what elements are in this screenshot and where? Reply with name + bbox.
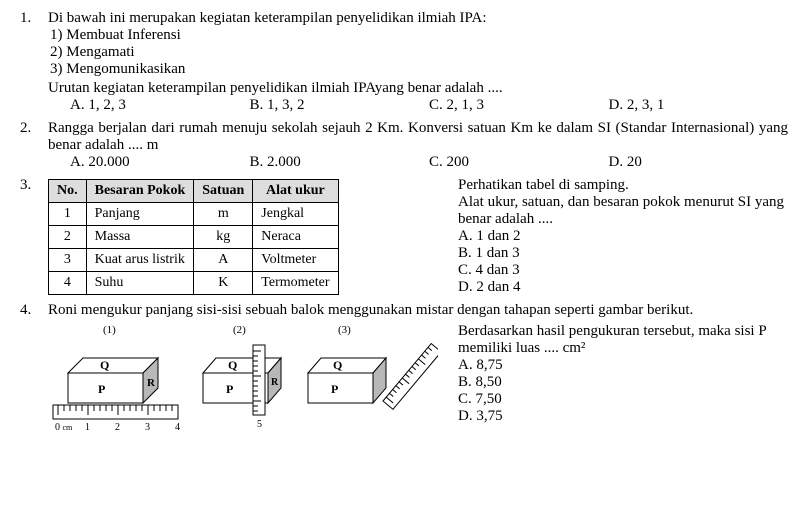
cell: Panjang [86,203,194,226]
option-b: B. 2.000 [250,154,430,171]
cell: 1 [49,203,87,226]
p-label: P [226,382,233,396]
header-alat: Alat ukur [253,180,338,203]
table-row: 1 Panjang m Jengkal [49,203,339,226]
table-header-row: No. Besaran Pokok Satuan Alat ukur [49,180,339,203]
option-b: B. 1, 3, 2 [250,97,430,114]
question-body: Rangga berjalan dari rumah menuju sekola… [48,120,788,171]
header-satuan: Satuan [194,180,253,203]
figures: (1) Q P R [48,323,438,433]
option-c: C. 4 dan 3 [458,262,788,279]
right-text: Berdasarkan hasil pengukuran tersebut, m… [438,323,788,433]
table-row: 3 Kuat arus listrik A Voltmeter [49,249,339,272]
option-a: A. 20.000 [70,154,250,171]
q-label: Q [100,358,109,372]
question-body: Roni mengukur panjang sisi-sisi sebuah b… [48,302,788,433]
balok-figure: (1) Q P R [48,323,438,433]
table-row: 4 Suhu K Termometer [49,272,339,295]
cell: Suhu [86,272,194,295]
cell: kg [194,226,253,249]
question-1: 1. Di bawah ini merupakan kegiatan keter… [20,10,788,114]
right-text: Perhatikan tabel di samping. Alat ukur, … [438,177,788,296]
ruler-2: 2 [115,422,120,433]
option-b: B. 8,50 [458,374,788,391]
fig2-label: (2) [233,324,246,336]
cell: Neraca [253,226,338,249]
fig3-label: (3) [338,324,351,336]
option-a: A. 8,75 [458,357,788,374]
question-4: 4. Roni mengukur panjang sisi-sisi sebua… [20,302,788,433]
option-b: B. 1 dan 3 [458,245,788,262]
option-c: C. 7,50 [458,391,788,408]
data-table: No. Besaran Pokok Satuan Alat ukur 1 Pan… [48,179,339,295]
table-row: 2 Massa kg Neraca [49,226,339,249]
option-d: D. 2 dan 4 [458,279,788,296]
cell: 2 [49,226,87,249]
option-d: D. 20 [609,154,789,171]
question-body: Di bawah ini merupakan kegiatan keteramp… [48,10,788,114]
q4-content: (1) Q P R [48,323,788,433]
fig1-label: (1) [103,324,116,336]
cell: A [194,249,253,272]
option-d: D. 3,75 [458,408,788,425]
item-1: 1) Membuat Inferensi [50,27,788,44]
line1: Perhatikan tabel di samping. [458,177,788,194]
question-body: No. Besaran Pokok Satuan Alat ukur 1 Pan… [48,177,788,296]
stem: Roni mengukur panjang sisi-sisi sebuah b… [48,302,788,319]
cell: Massa [86,226,194,249]
stem: Di bawah ini merupakan kegiatan keteramp… [48,10,788,27]
header-no: No. [49,180,87,203]
option-a: A. 1, 2, 3 [70,97,250,114]
cell: Voltmeter [253,249,338,272]
ruler-1: 1 [85,422,90,433]
cell: K [194,272,253,295]
header-besaran: Besaran Pokok [86,180,194,203]
question-2: 2. Rangga berjalan dari rumah menuju sek… [20,120,788,171]
line2: Alat ukur, satuan, dan besaran pokok men… [458,194,788,228]
item-3: 3) Mengomunikasikan [50,61,788,78]
cell: 4 [49,272,87,295]
question-number: 2. [20,120,48,137]
question-number: 3. [20,177,48,194]
question-number: 1. [20,10,48,27]
ruler-4: 4 [175,422,180,433]
option-row: A. 20.000 B. 2.000 C. 200 D. 20 [70,154,788,171]
r-label: R [147,377,156,389]
cell: 3 [49,249,87,272]
q-label: Q [228,358,237,372]
ruler-3: 3 [145,422,150,433]
cell: Termometer [253,272,338,295]
r-label: R [271,377,279,388]
table-wrap: No. Besaran Pokok Satuan Alat ukur 1 Pan… [48,177,438,296]
option-row: A. 1, 2, 3 B. 1, 3, 2 C. 2, 1, 3 D. 2, 3… [70,97,788,114]
cell: Kuat arus listrik [86,249,194,272]
prompt: Urutan kegiatan keterampilan penyelidika… [48,80,788,97]
question-number: 4. [20,302,48,319]
option-a: A. 1 dan 2 [458,228,788,245]
question-3: 3. No. Besaran Pokok Satuan Alat ukur 1 … [20,177,788,296]
ruler-0: 0 cm [55,422,73,433]
option-c: C. 200 [429,154,609,171]
item-2: 2) Mengamati [50,44,788,61]
p-label: P [331,382,338,396]
option-d: D. 2, 3, 1 [609,97,789,114]
p-label: P [98,382,105,396]
cell: m [194,203,253,226]
stem: Rangga berjalan dari rumah menuju sekola… [48,120,788,154]
q-label: Q [333,358,342,372]
line1: Berdasarkan hasil pengukuran tersebut, m… [458,323,788,357]
vruler-5: 5 [257,419,262,430]
cell: Jengkal [253,203,338,226]
option-c: C. 2, 1, 3 [429,97,609,114]
